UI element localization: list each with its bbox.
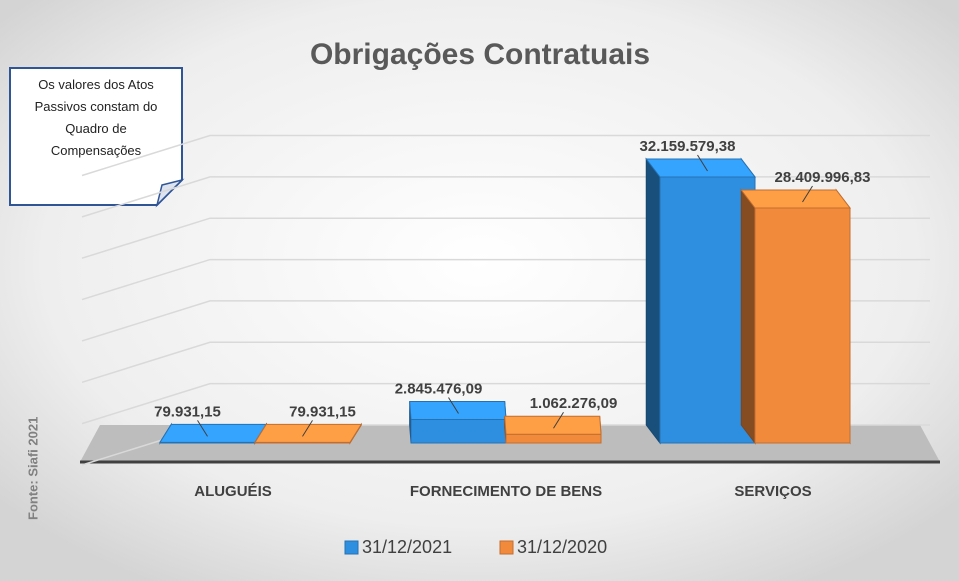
bar-front [410, 418, 507, 444]
bar-side [645, 157, 661, 445]
leader-line [697, 154, 708, 172]
leader-line [302, 420, 313, 437]
annotation: Os valores dos Atos Passivos constam do Qu… [9, 67, 185, 208]
grid-line [81, 134, 930, 177]
source: Fonte: Siafi 2021 [25, 417, 40, 520]
bar-top [740, 189, 852, 209]
bar-top [159, 423, 268, 443]
x-tick-label: SERVIÇOS [734, 483, 811, 500]
bar-top [409, 400, 507, 420]
legend: 31/12/2021 31/12/2020 [344, 537, 607, 557]
annotation-text: Os valores dos Atos Passivos constam do Qu… [35, 77, 158, 158]
bar-top [504, 415, 602, 435]
legend-label: 31/12/2021 [362, 537, 452, 557]
bar [159, 422, 268, 445]
bar [740, 188, 852, 445]
bar [409, 400, 507, 444]
data-label: 2.845.476,09 [395, 380, 483, 397]
data-label: 1.062.276,09 [530, 395, 618, 412]
bar [645, 157, 757, 445]
x-tick-label: FORNECIMENTO DE BENS [410, 483, 602, 500]
chart-title: Obrigações Contratuais [310, 38, 650, 71]
bar-top [645, 158, 757, 178]
data-label: 32.159.579,38 [640, 138, 736, 155]
data-label: 79.931,15 [289, 403, 356, 420]
data-label: 28.409.996,83 [775, 169, 871, 186]
annotation-fold [155, 178, 185, 208]
legend-swatch [499, 540, 514, 555]
bar-front [505, 433, 602, 444]
bar-front [754, 207, 851, 444]
leader-line [553, 411, 564, 429]
legend-swatch [344, 540, 359, 555]
bar [504, 415, 602, 444]
leader-line [448, 397, 459, 414]
leader-line [197, 420, 208, 437]
bar-side [740, 188, 756, 445]
leader-line [802, 185, 813, 203]
bar [254, 422, 363, 445]
bar-top [254, 423, 363, 443]
bar-front [659, 176, 756, 444]
x-tick-label: ALUGUÉIS [194, 483, 272, 500]
legend-label: 31/12/2020 [517, 537, 607, 557]
data-label: 79.931,15 [154, 403, 221, 420]
